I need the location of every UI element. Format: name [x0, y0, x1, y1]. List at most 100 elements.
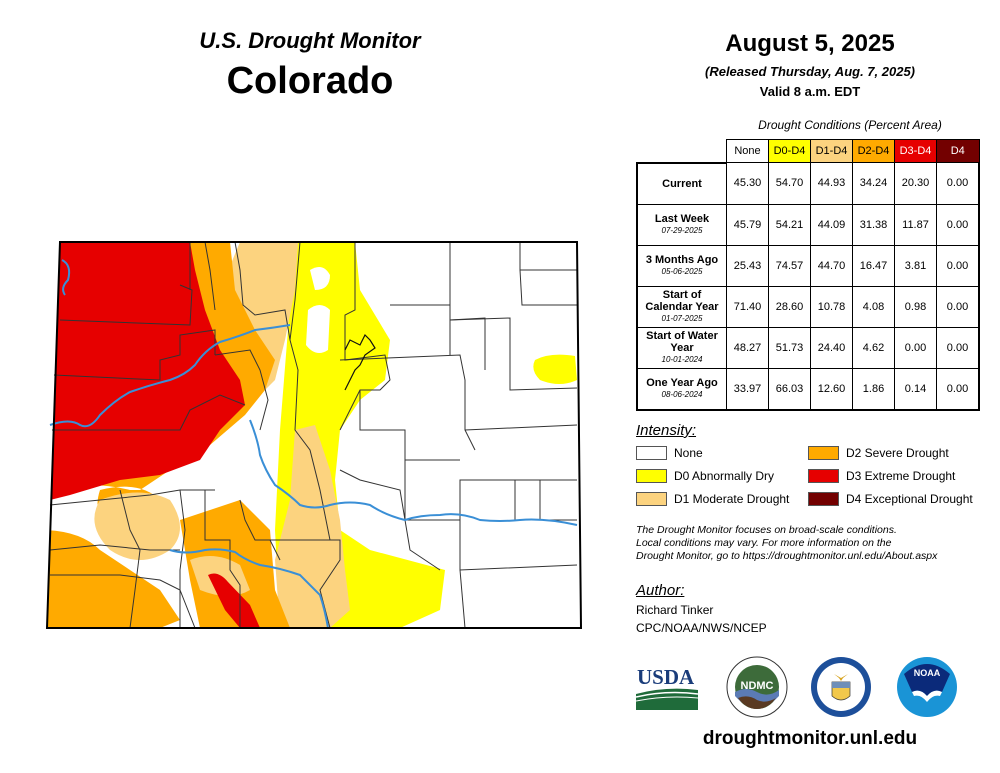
colorado-drought-map: [45, 241, 583, 629]
cell-none: 25.43: [726, 244, 769, 287]
cell-none: 45.30: [726, 162, 769, 205]
river-rio-grande: [169, 548, 329, 629]
cell-none: 48.27: [726, 326, 769, 369]
cell-none: 45.79: [726, 203, 769, 246]
table-row-start-water-year: Start of Water Year 10-01-2024 48.27 51.7…: [636, 326, 980, 369]
region-d3: [50, 242, 245, 500]
cell-d3-d4: 0.98: [894, 285, 937, 328]
header-d3-d4: D3-D4: [894, 139, 937, 163]
header-none: None: [726, 139, 769, 163]
cell-d2-d4: 31.38: [852, 203, 895, 246]
cell-none: 33.97: [726, 367, 769, 411]
cell-d4: 0.00: [936, 244, 980, 287]
cell-d1-d4: 24.40: [810, 326, 853, 369]
cell-d1-d4: 44.70: [810, 244, 853, 287]
drought-conditions-table: None D0-D4 D1-D4 D2-D4 D3-D4 D4 Current …: [636, 139, 980, 411]
row-date: 05-06-2025: [661, 266, 703, 276]
cell-d3-d4: 0.00: [894, 326, 937, 369]
drought-regions: [47, 242, 581, 628]
author-organization: CPC/NOAA/NWS/NCEP: [636, 621, 767, 635]
author-name: Richard Tinker: [636, 603, 714, 617]
header-d0-d4: D0-D4: [768, 139, 811, 163]
svg-text:NOAA: NOAA: [914, 668, 941, 678]
row-date: 07-29-2025: [661, 225, 703, 235]
map-date: August 5, 2025: [725, 30, 895, 57]
usda-logo-icon: USDA: [636, 665, 698, 710]
legend-item-d1: D1 Moderate Drought: [636, 490, 789, 508]
legend-item-d0: D0 Abnormally Dry: [636, 467, 789, 485]
cell-d2-d4: 34.24: [852, 162, 895, 205]
cell-d0-d4: 28.60: [768, 285, 811, 328]
table-row-one-year-ago: One Year Ago 08-06-2024 33.97 66.03 12.60…: [636, 367, 980, 411]
release-date: (Released Thursday, Aug. 7, 2025): [705, 64, 915, 79]
river-arkansas: [249, 419, 578, 526]
cell-d4: 0.00: [936, 367, 980, 411]
svg-text:NDMC: NDMC: [741, 680, 774, 692]
cell-d0-d4: 51.73: [768, 326, 811, 369]
legend-item-d2: D2 Severe Drought: [808, 444, 973, 462]
table-row-start-calendar-year: Start of Calendar Year 01-07-2025 71.40 2…: [636, 285, 980, 328]
row-label: Start of Water Year 10-01-2024: [636, 326, 727, 369]
legend-title: Intensity:: [636, 422, 697, 439]
swatch-d1: [636, 492, 667, 506]
metro-boundary: [344, 333, 376, 391]
region-d0-east: [533, 354, 577, 384]
row-date: 10-01-2024: [661, 354, 703, 364]
table-header-row: None D0-D4 D1-D4 D2-D4 D3-D4 D4: [637, 139, 980, 164]
cell-d2-d4: 4.62: [852, 326, 895, 369]
cell-d0-d4: 54.70: [768, 162, 811, 205]
cell-d1-d4: 10.78: [810, 285, 853, 328]
noaa-logo-icon: NOAA: [897, 657, 957, 717]
legend-column-2: D2 Severe Drought D3 Extreme Drought D4 …: [808, 444, 973, 513]
author-label: Author:: [636, 582, 685, 599]
table-caption: Drought Conditions (Percent Area): [758, 118, 942, 132]
valid-time: Valid 8 a.m. EDT: [759, 84, 861, 99]
cell-d3-d4: 3.81: [894, 244, 937, 287]
cell-d0-d4: 74.57: [768, 244, 811, 287]
row-label: Start of Calendar Year 01-07-2025: [636, 285, 727, 328]
cell-d2-d4: 1.86: [852, 367, 895, 411]
swatch-d4: [808, 492, 839, 506]
disclaimer-text: The Drought Monitor focuses on broad-sca…: [636, 524, 938, 562]
swatch-d3: [808, 469, 839, 483]
region-d3-south: [208, 573, 260, 628]
svg-text:USDA: USDA: [637, 665, 695, 689]
cell-d2-d4: 16.47: [852, 244, 895, 287]
table-row-last-week: Last Week 07-29-2025 45.79 54.21 44.09 31…: [636, 203, 980, 246]
legend-column-1: None D0 Abnormally Dry D1 Moderate Droug…: [636, 444, 789, 513]
cell-d0-d4: 54.21: [768, 203, 811, 246]
row-date: 01-07-2025: [661, 313, 703, 323]
table-row-current: Current 45.30 54.70 44.93 34.24 20.30 0.…: [636, 162, 980, 205]
legend-item-d4: D4 Exceptional Drought: [808, 490, 973, 508]
cell-d0-d4: 66.03: [768, 367, 811, 411]
cell-none: 71.40: [726, 285, 769, 328]
website-link[interactable]: droughtmonitor.unl.edu: [702, 728, 918, 749]
row-label: Last Week 07-29-2025: [636, 203, 727, 246]
cell-d1-d4: 12.60: [810, 367, 853, 411]
state-outline: [45, 241, 583, 629]
row-label: One Year Ago 08-06-2024: [636, 367, 727, 411]
row-label: Current: [636, 162, 727, 205]
cell-d1-d4: 44.09: [810, 203, 853, 246]
river-yampa: [61, 259, 71, 296]
commerce-seal-icon: [811, 657, 871, 717]
swatch-d0: [636, 469, 667, 483]
table-row-3-months-ago: 3 Months Ago 05-06-2025 25.43 74.57 44.70…: [636, 244, 980, 287]
cell-d3-d4: 20.30: [894, 162, 937, 205]
cell-d4: 0.00: [936, 285, 980, 328]
cell-d4: 0.00: [936, 162, 980, 205]
cell-d2-d4: 4.08: [852, 285, 895, 328]
row-date: 08-06-2024: [661, 389, 703, 399]
legend-item-d3: D3 Extreme Drought: [808, 467, 973, 485]
ndmc-logo-icon: NDMC: [726, 656, 788, 718]
header-d2-d4: D2-D4: [852, 139, 895, 163]
rivers: [49, 259, 578, 629]
swatch-none: [636, 446, 667, 460]
river-colorado: [49, 324, 291, 428]
cell-d1-d4: 44.93: [810, 162, 853, 205]
header-d1-d4: D1-D4: [810, 139, 853, 163]
legend-item-none: None: [636, 444, 789, 462]
product-title: U.S. Drought Monitor: [199, 28, 421, 53]
state-title: Colorado: [226, 60, 394, 102]
cell-d4: 0.00: [936, 203, 980, 246]
